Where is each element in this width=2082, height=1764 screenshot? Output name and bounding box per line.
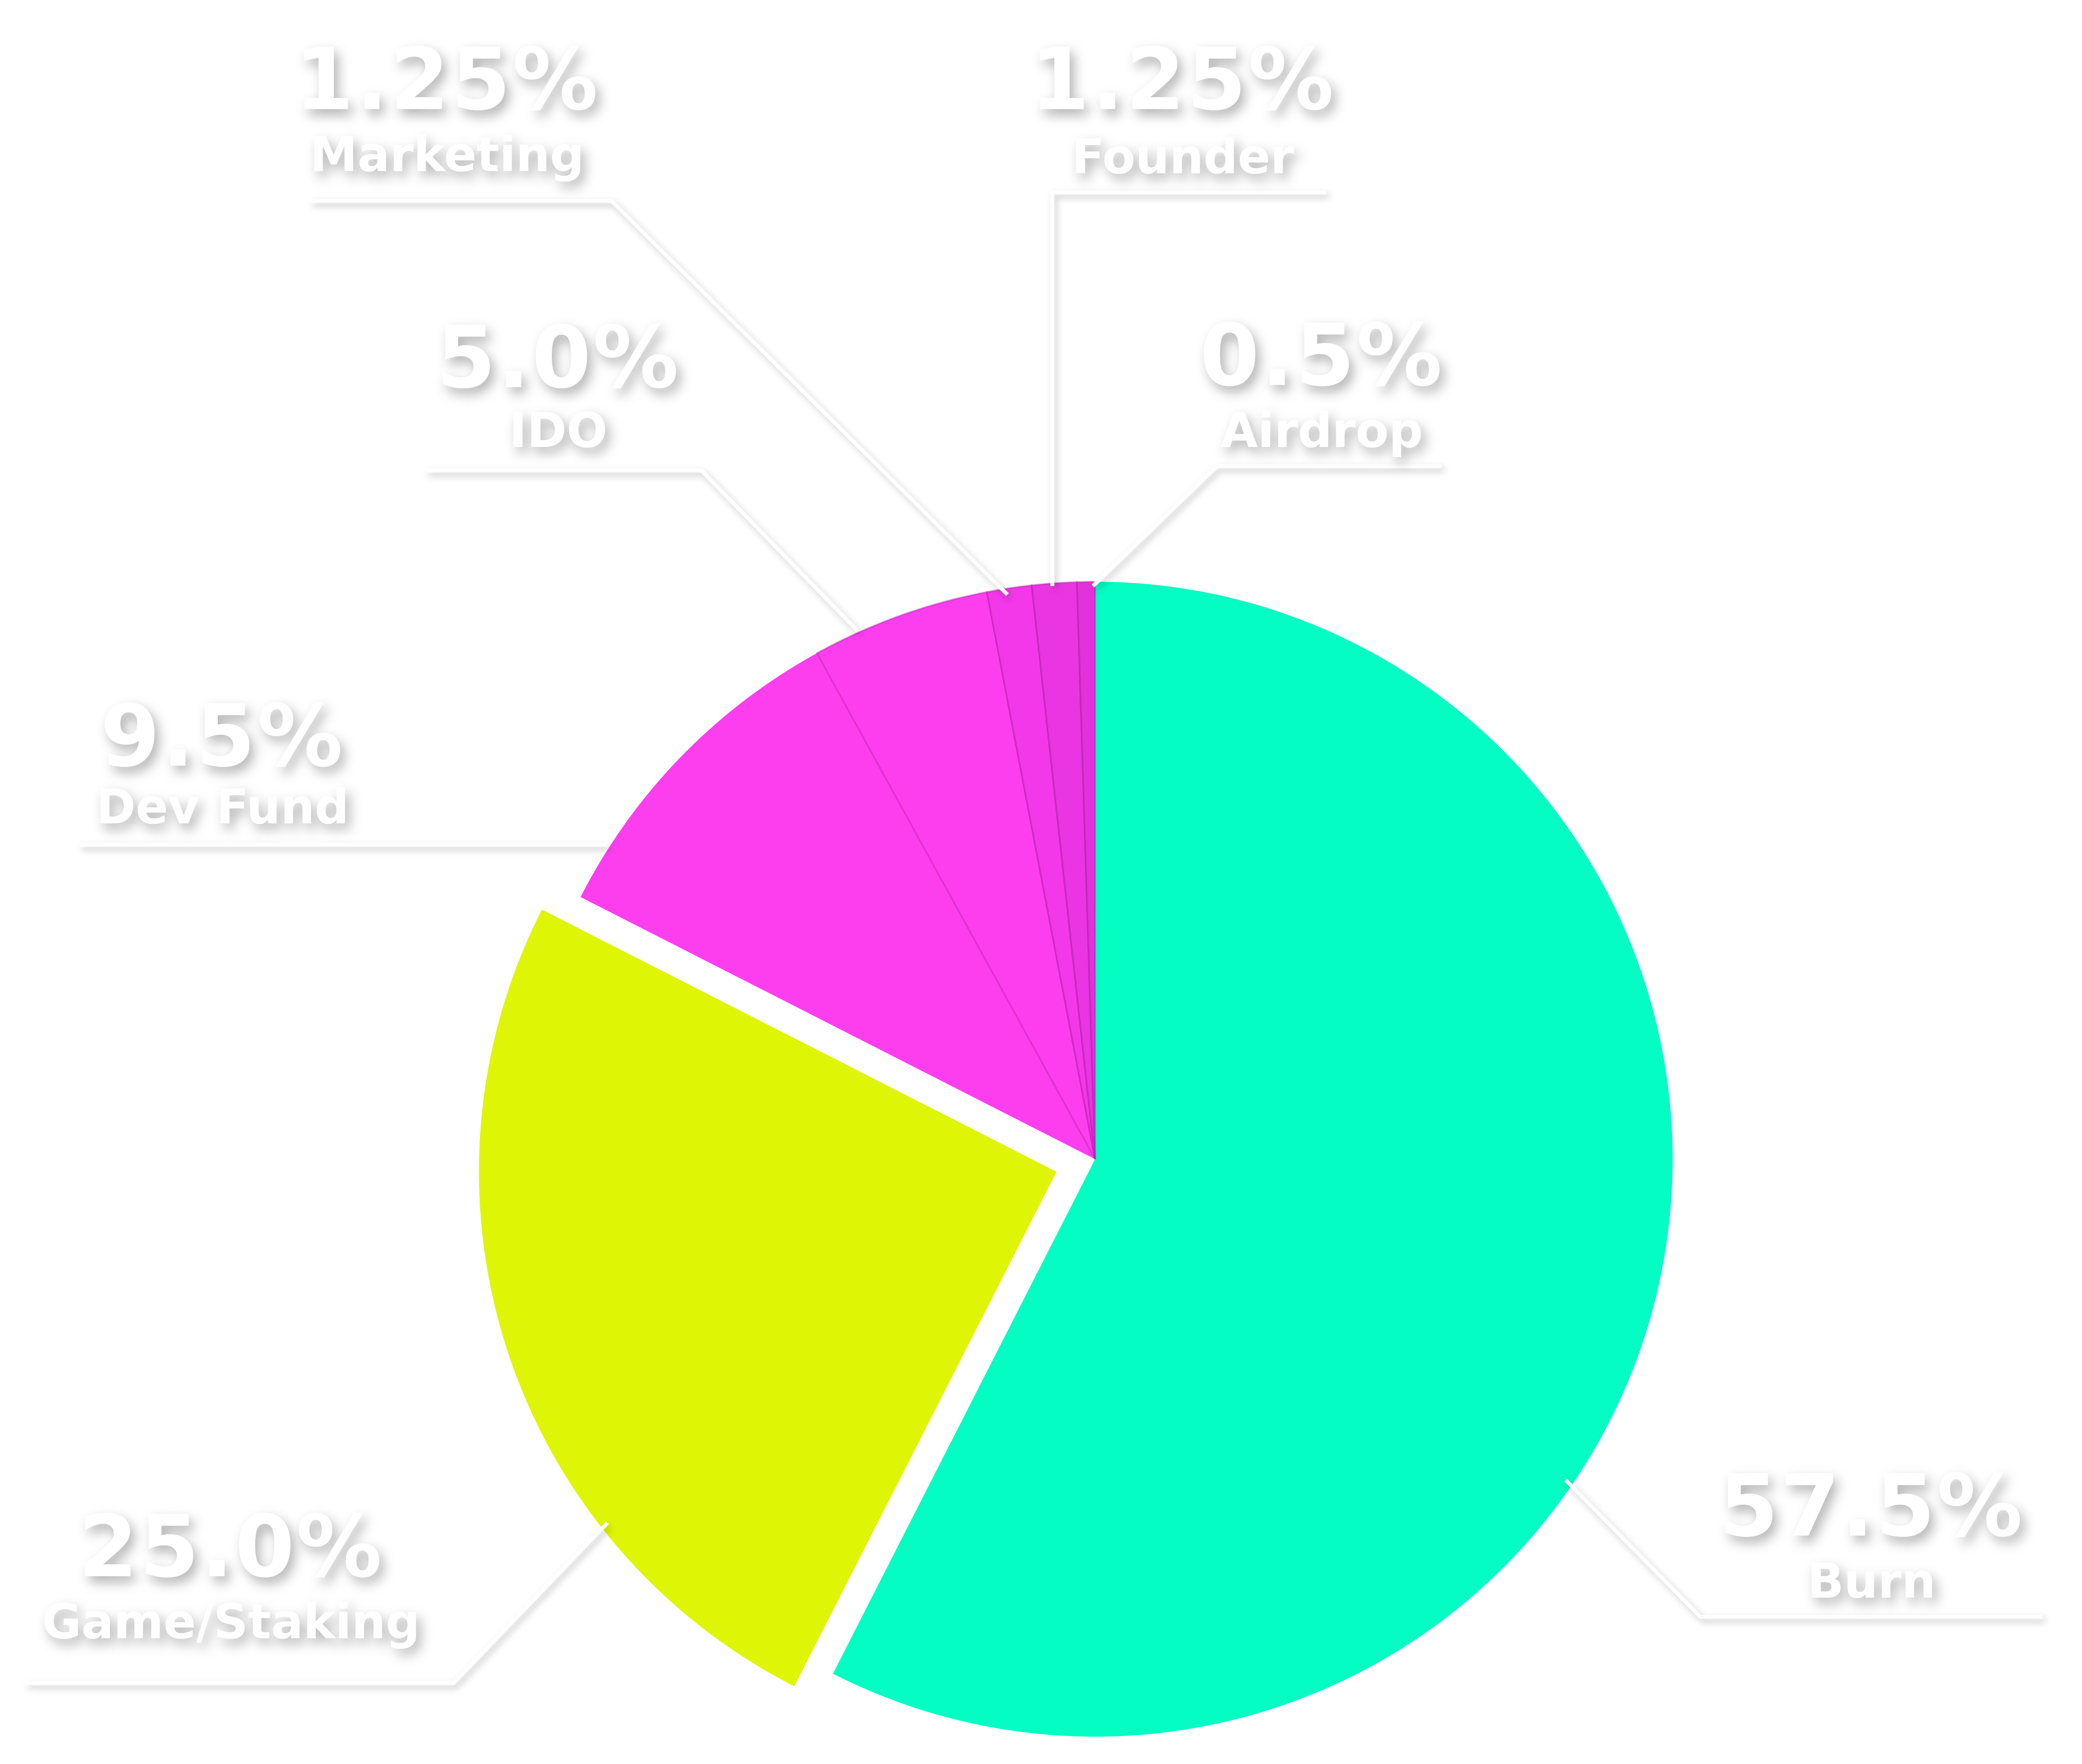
slice-name-label-burn: Burn [1807, 1554, 1936, 1609]
leader-line-marketing [310, 199, 1009, 596]
pie-slice-marketing [986, 584, 1096, 1160]
slice-labels: 57.5% Burn 25.0% Game/Staking 9.5% Dev F… [42, 30, 2024, 1650]
slice-value-label-marketing: 1.25% [294, 30, 600, 130]
pie-slice-game [479, 909, 1057, 1687]
pie-slice-founder [1031, 581, 1096, 1160]
leader-line-airdrop [1091, 464, 1442, 588]
slice-value-label-ido: 5.0% [436, 308, 681, 408]
slice-value-label-game: 25.0% [78, 1497, 384, 1597]
slice-name-label-game: Game/Staking [42, 1594, 420, 1650]
leader-line-game [26, 1521, 609, 1685]
slice-value-label-founder: 1.25% [1030, 30, 1336, 130]
slice-name-label-founder: Founder [1072, 129, 1294, 185]
slice-name-label-ido: IDO [509, 403, 607, 459]
slice-value-label-airdrop: 0.5% [1200, 306, 1444, 405]
pie-slice-burn [833, 582, 1673, 1737]
slice-value-label-dev: 9.5% [101, 687, 345, 786]
slice-name-label-marketing: Marketing [310, 127, 584, 183]
leader-line-burn [1564, 1478, 2043, 1619]
pie-slices [479, 580, 1673, 1737]
pie-slice-dev [580, 653, 1095, 1159]
pie-slice-ido [815, 591, 1096, 1160]
leader-lines [26, 190, 2043, 1685]
slice-name-label-dev: Dev Fund [96, 779, 349, 835]
leader-line-founder [1050, 190, 1326, 586]
slice-value-label-burn: 57.5% [1719, 1456, 2024, 1556]
leader-line-ido [426, 468, 859, 633]
slice-name-label-airdrop: Airdrop [1221, 403, 1423, 459]
